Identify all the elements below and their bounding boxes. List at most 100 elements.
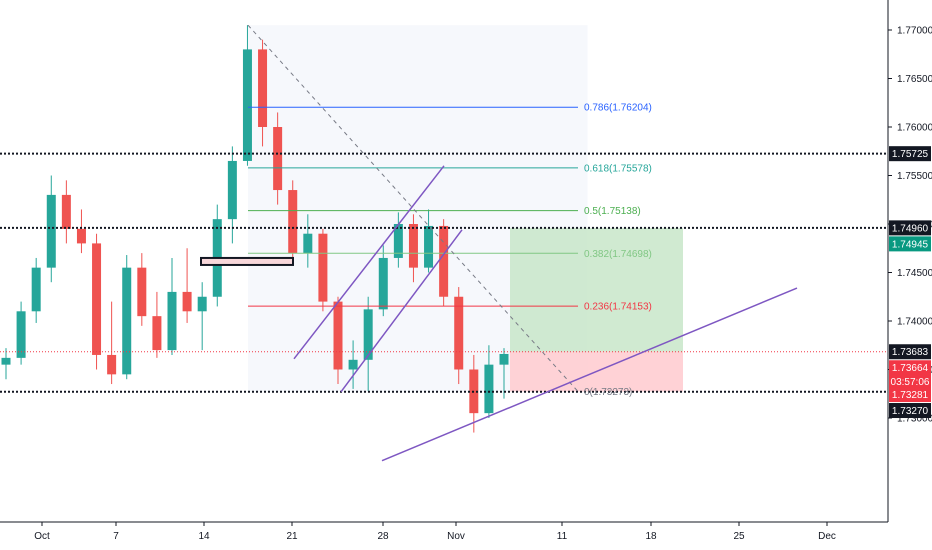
fib-level-label: 0(1.73273) [584, 387, 632, 398]
candle-body [439, 225, 449, 297]
candle-body [182, 291, 192, 312]
price-tag: 1.73683 [889, 344, 931, 360]
y-tick-label: 1.75500 [897, 171, 932, 182]
candle [1, 348, 11, 380]
candle [152, 291, 162, 358]
supply-box[interactable] [200, 256, 294, 266]
fib-level-label: 0.382(1.74698) [584, 249, 652, 260]
candle [31, 257, 41, 323]
candle-body [378, 257, 388, 310]
candle [258, 39, 268, 147]
channel-upper-line[interactable] [293, 165, 445, 360]
candle [454, 287, 464, 385]
drawings-group: 0.786(1.76204) 0.618(1.75578) 0.5(1.75138)… [0, 24, 888, 462]
candle [333, 296, 343, 385]
price-tag: 1.75725 [889, 146, 931, 162]
price-tags-group: 1.75725 1.74960 1.74945 1.73683 1.73664 03:57… [889, 146, 931, 419]
x-tick-label: Oct [34, 531, 50, 542]
candle [107, 301, 117, 385]
price-tag-bg [889, 146, 931, 162]
fib-trend-line[interactable] [247, 24, 579, 392]
candle [288, 180, 298, 263]
fib-level-label: 0.5(1.75138) [584, 206, 641, 217]
price-tag-label: 03:57:06 [891, 377, 930, 388]
candle-body [393, 224, 403, 258]
candle-body [122, 267, 132, 375]
price-tag-bg [889, 220, 931, 236]
price-tag-label: 1.75725 [892, 149, 929, 160]
fib-level-label: 0.786(1.76204) [584, 103, 652, 114]
x-tick-label: 18 [645, 531, 657, 542]
candle-body [484, 364, 494, 414]
price-tag-bg [889, 374, 931, 390]
price-tag-label: 1.73281 [892, 390, 929, 401]
candle [76, 209, 86, 254]
candle [16, 301, 26, 365]
candle [408, 214, 418, 283]
candle-body [152, 316, 162, 351]
price-tag: 03:57:06 [889, 374, 931, 390]
price-tag: 1.74960 [889, 220, 931, 236]
price-tag-label: 1.73683 [892, 347, 929, 358]
candle-body [31, 267, 41, 312]
x-tick-label: Nov [447, 531, 465, 542]
candle-body [348, 359, 358, 370]
candle [242, 25, 252, 166]
x-tick-label: 25 [733, 531, 745, 542]
candle [212, 204, 222, 307]
candle [273, 112, 283, 205]
y-tick-label: 1.74000 [897, 317, 932, 328]
candle-body [424, 225, 434, 268]
candle [122, 255, 132, 380]
candle [363, 296, 373, 391]
price-tag: 1.74945 [889, 236, 931, 252]
candle-body [363, 309, 373, 360]
candle-body [258, 49, 268, 127]
price-tag: 1.73664 [889, 360, 931, 376]
candle-body [273, 127, 283, 191]
x-tick-label: 7 [113, 531, 119, 542]
fib-level-label: 0.236(1.74153) [584, 302, 652, 313]
candle [46, 175, 56, 283]
price-tag-bg [889, 344, 931, 360]
channel-lower-line[interactable] [340, 229, 463, 393]
candle-body [92, 243, 102, 355]
candle-body [318, 233, 328, 302]
candle-body [499, 353, 509, 365]
y-tick-label: 1.74500 [897, 268, 932, 279]
price-tag-label: 1.74945 [892, 239, 929, 250]
candle [393, 212, 403, 268]
candle [499, 348, 509, 399]
candle [318, 228, 328, 312]
candle-body [1, 357, 11, 365]
price-tag-bg [889, 236, 931, 252]
candle-body [227, 160, 237, 220]
candle [439, 219, 449, 307]
candle [61, 180, 71, 244]
x-tick-label: 21 [286, 531, 298, 542]
fib-level-label: 0.618(1.75578) [584, 163, 652, 174]
candle-body [288, 190, 298, 254]
candle [197, 282, 207, 351]
trend-line[interactable] [381, 287, 798, 462]
price-tag: 1.73281 [889, 387, 931, 403]
x-tick-label: 14 [198, 531, 210, 542]
candle-body [76, 228, 86, 244]
target-zone [510, 227, 683, 352]
price-tag-bg [889, 403, 931, 419]
price-tag-label: 1.74960 [892, 223, 929, 234]
x-tick-label: 11 [557, 531, 568, 542]
candle [167, 257, 177, 355]
candle [378, 245, 388, 317]
price-tag-bg [889, 360, 931, 376]
candle [92, 233, 102, 370]
x-tick-label: 28 [377, 531, 389, 542]
candle-body [167, 291, 177, 351]
price-tag-label: 1.73270 [892, 406, 929, 417]
candle [137, 253, 147, 326]
y-tick-label: 1.73000 [897, 414, 932, 425]
candle-body [61, 194, 71, 229]
price-tag-bg [889, 387, 931, 403]
y-tick-label: 1.76000 [897, 123, 932, 134]
